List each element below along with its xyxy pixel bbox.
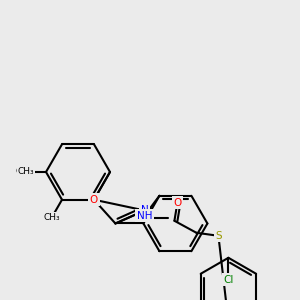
Text: Cl: Cl (223, 275, 234, 285)
Text: O: O (173, 198, 181, 208)
Text: NH: NH (137, 211, 152, 221)
Text: O: O (90, 195, 98, 205)
Text: N: N (141, 206, 148, 215)
Text: CH₃: CH₃ (44, 212, 60, 221)
Text: CH₃: CH₃ (16, 167, 32, 176)
Text: CH₃: CH₃ (18, 167, 34, 176)
Text: S: S (215, 231, 222, 241)
Text: CH₃: CH₃ (43, 214, 59, 223)
